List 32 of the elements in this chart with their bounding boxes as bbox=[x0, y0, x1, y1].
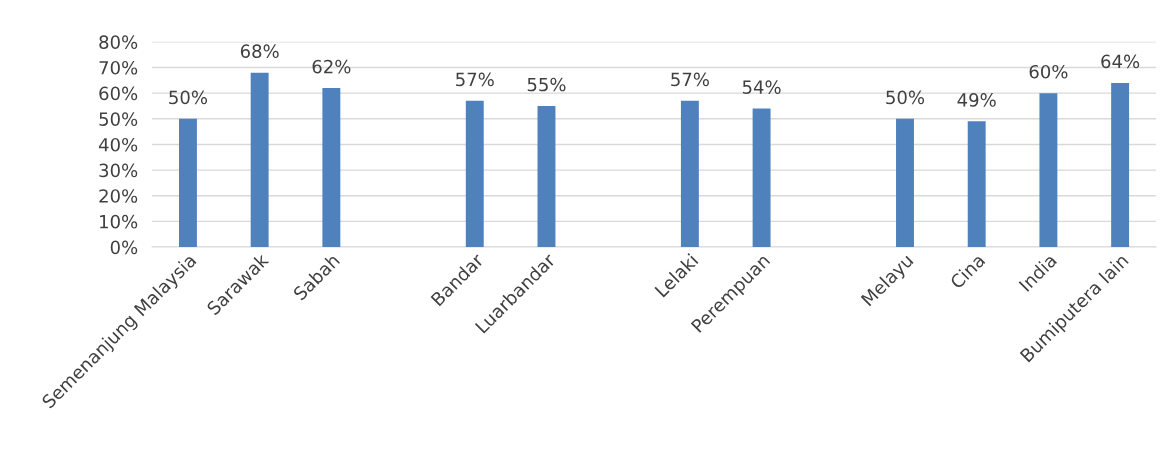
y-tick-label: 30% bbox=[99, 163, 138, 178]
bar bbox=[1039, 93, 1058, 248]
data-label: 68% bbox=[240, 44, 279, 59]
bar bbox=[322, 88, 341, 248]
y-tick-label: 50% bbox=[99, 112, 138, 126]
bar bbox=[250, 72, 269, 248]
data-label: 62% bbox=[312, 59, 351, 74]
data-label: 54% bbox=[742, 80, 781, 94]
data-label: 57% bbox=[456, 72, 494, 87]
bar bbox=[680, 100, 699, 248]
y-tick-label: 0% bbox=[110, 240, 138, 255]
data-label: 50% bbox=[886, 90, 925, 105]
y-tick-label: 60% bbox=[99, 86, 138, 101]
bar bbox=[465, 100, 484, 248]
data-label: 50% bbox=[169, 90, 208, 105]
data-label: 55% bbox=[527, 77, 566, 92]
bar bbox=[896, 118, 914, 248]
data-label: 60% bbox=[1029, 64, 1068, 79]
y-tick-label: 10% bbox=[100, 214, 138, 229]
y-tick-label: 70% bbox=[99, 60, 138, 75]
y-tick-label: 80% bbox=[99, 35, 138, 49]
x-tick-label: Cina bbox=[949, 253, 986, 290]
data-label: 49% bbox=[957, 93, 996, 107]
y-tick-label: 20% bbox=[99, 189, 138, 203]
data-label: 57% bbox=[671, 72, 709, 87]
bar bbox=[1111, 82, 1130, 248]
bar bbox=[178, 118, 197, 248]
bar bbox=[537, 105, 556, 248]
bar bbox=[752, 108, 771, 248]
bar bbox=[967, 121, 986, 248]
y-tick-label: 40% bbox=[98, 137, 138, 152]
data-label: 64% bbox=[1101, 54, 1140, 69]
